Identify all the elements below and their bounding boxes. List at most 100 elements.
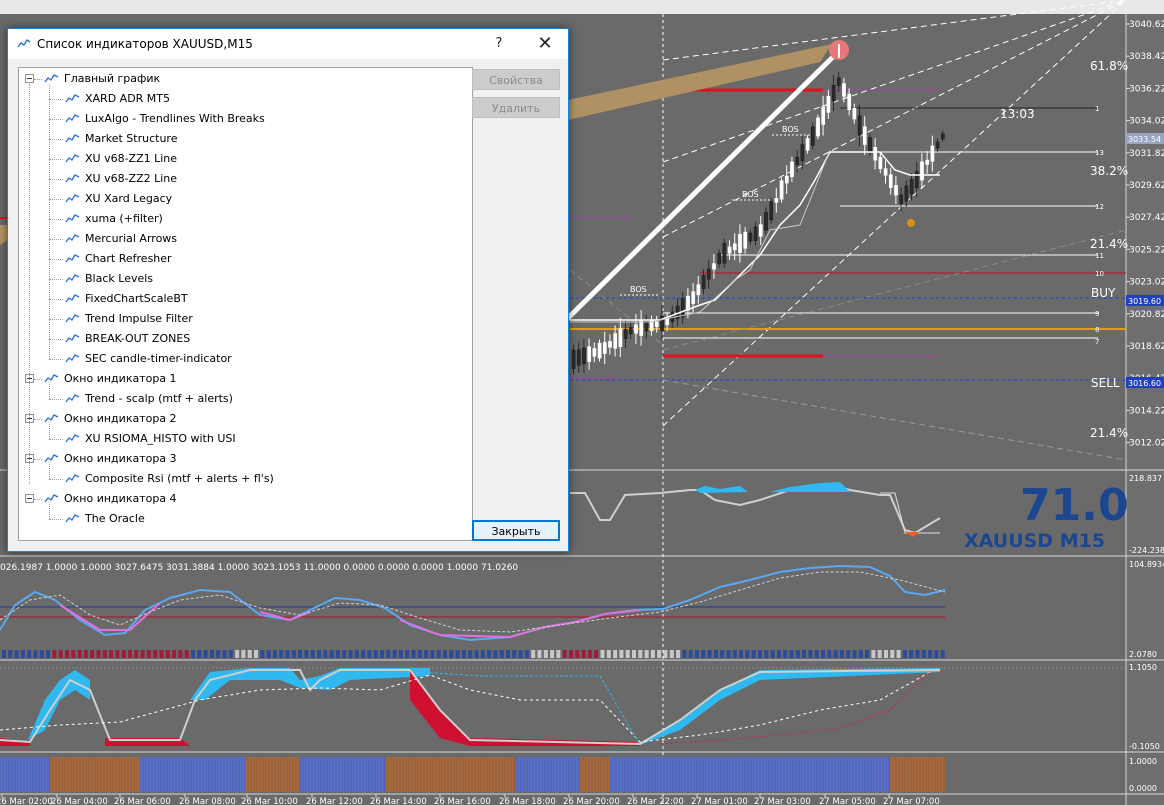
tree-item[interactable]: Chart Refresher (19, 249, 459, 269)
tree-item[interactable]: FixedChartScaleBT (19, 289, 459, 309)
tree-item[interactable]: SEC candle-timer-indicator (19, 349, 459, 369)
tree-connector (49, 119, 63, 120)
rsioma-histogram-bar (890, 650, 895, 658)
rsioma-histogram-bar (436, 650, 441, 658)
candle-body (582, 347, 586, 365)
fib-level-line (662, 0, 1127, 238)
rsioma-histogram-bar (405, 650, 410, 658)
rsioma-histogram-bar (632, 650, 636, 658)
price-tick-label: 3040.62 (1129, 20, 1164, 30)
tree-item[interactable]: Market Structure (19, 129, 459, 149)
close-icon[interactable]: ✕ (537, 33, 553, 54)
bos-label: BOS (782, 125, 799, 134)
rsioma-histogram-bar (342, 650, 347, 658)
rsioma-histogram-bar (846, 650, 851, 658)
tree-item[interactable]: XARD ADR MT5 (19, 89, 459, 109)
level-number: 7 (1095, 338, 1099, 346)
rsioma-histogram-bar (587, 650, 592, 658)
rsioma-histogram-bar (71, 650, 76, 658)
rsioma-histogram-bar (449, 650, 454, 658)
collapse-toggle-icon[interactable] (25, 74, 34, 83)
tree-item[interactable]: The Oracle (19, 509, 459, 529)
composite-rsi-signal (419, 671, 641, 746)
tree-group-1[interactable]: Окно индикатора 1 (19, 369, 459, 389)
candle-body (852, 108, 857, 120)
tree-item[interactable]: XU Xard Legacy (19, 189, 459, 209)
rsioma-histogram-bar (720, 650, 725, 658)
tree-item[interactable]: Trend Impulse Filter (19, 309, 459, 329)
close-button[interactable]: Закрыть (472, 520, 560, 541)
sub1-axis-label: 218.837 (1129, 474, 1162, 483)
rsioma-histogram-bar (216, 650, 221, 658)
trend-scalp-fill (695, 486, 748, 493)
candle-body (800, 144, 805, 162)
tree-item[interactable]: BREAK-OUT ZONES (19, 329, 459, 349)
bos-label: BOS (630, 285, 647, 294)
rsioma-histogram-bar (751, 650, 756, 658)
candle-body (878, 156, 883, 170)
rsioma-histogram-bar (65, 650, 69, 658)
rsioma-histogram-bar (537, 650, 542, 658)
rsioma-histogram-bar (424, 650, 429, 658)
rsioma-histogram-bar (317, 650, 321, 658)
rsioma-histogram-bar (134, 650, 139, 658)
tree-item[interactable]: Black Levels (19, 269, 459, 289)
price-tick-label: 3029.62 (1129, 181, 1164, 191)
tree-group-4[interactable]: Окно индикатора 4 (19, 489, 459, 509)
price-scale-area (1126, 14, 1164, 805)
tree-item[interactable]: LuxAlgo - Trendlines With Breaks (19, 109, 459, 129)
candle-body (920, 161, 924, 181)
tree-group-2[interactable]: Окно индикатора 2 (19, 409, 459, 429)
rsioma-histogram-bar (625, 650, 630, 658)
help-button[interactable]: ? (495, 36, 503, 51)
sub3-axis-label: -0.1050 (1129, 742, 1160, 751)
swing-marker (907, 219, 915, 227)
candle-body (810, 126, 815, 146)
tree-item[interactable]: Composite Rsi (mtf + alerts + fl's) (19, 469, 459, 489)
tree-item[interactable]: XU RSIOMA_HISTO with USI (19, 429, 459, 449)
oracle-bar (245, 757, 300, 792)
rsioma-histogram-bar (569, 650, 573, 658)
delete-button[interactable]: Удалить (472, 97, 560, 118)
rsioma-histogram-bar (20, 650, 25, 658)
trend-band (568, 44, 832, 120)
properties-button[interactable]: Свойства (472, 69, 560, 90)
rsioma-histogram-bar (298, 650, 303, 658)
sub4-axis-label: 0.0000 (1129, 784, 1157, 793)
rsioma-histogram-bar (581, 650, 586, 658)
oracle-bar (580, 757, 610, 792)
price-tag-label: 3033.54 (1128, 135, 1161, 144)
tree-item[interactable]: Mercurial Arrows (19, 229, 459, 249)
tree-connector (34, 499, 42, 500)
rsioma-histogram-bar (373, 650, 378, 658)
rsi-value-label: 71.0 (1020, 480, 1129, 531)
tree-item[interactable]: Trend - scalp (mtf + alerts) (19, 389, 459, 409)
tree-connector (49, 139, 63, 140)
rsioma-histogram-bar (191, 650, 195, 658)
dialog-titlebar[interactable]: Список индикаторов XAUUSD,M15 ? ✕ (8, 29, 568, 59)
time-tick-label: 26 Mar 18:00 (499, 797, 556, 805)
indicator-icon (65, 514, 80, 523)
fib-label: 21.4% (1090, 237, 1128, 251)
time-tick-label: 27 Mar 07:00 (883, 797, 940, 805)
tree-item[interactable]: XU v68-ZZ1 Line (19, 149, 459, 169)
rsioma-histogram-bar (153, 650, 158, 658)
candle-body (774, 198, 779, 203)
tree-group-0[interactable]: Главный график (19, 69, 459, 89)
price-tag (1126, 133, 1164, 144)
tree-item-label: XARD ADR MT5 (85, 92, 171, 105)
sub3-axis-label: 1.1050 (1129, 663, 1157, 672)
rsioma-histogram-bar (827, 650, 832, 658)
tree-item[interactable]: XU v68-ZZ2 Line (19, 169, 459, 189)
candle-body (691, 291, 696, 304)
candle-body (628, 327, 633, 335)
candle-body (686, 295, 690, 311)
collapse-toggle-icon[interactable] (25, 494, 34, 503)
tree-item[interactable]: xuma (+filter) (19, 209, 459, 229)
rsioma-histogram-bar (512, 650, 517, 658)
indicator-tree[interactable]: Главный график XARD ADR MT5 LuxAlgo - Tren… (18, 67, 473, 541)
tree-group-3[interactable]: Окно индикатора 3 (19, 449, 459, 469)
tree-connector (49, 199, 63, 200)
rsioma-histogram-bar (430, 650, 435, 658)
